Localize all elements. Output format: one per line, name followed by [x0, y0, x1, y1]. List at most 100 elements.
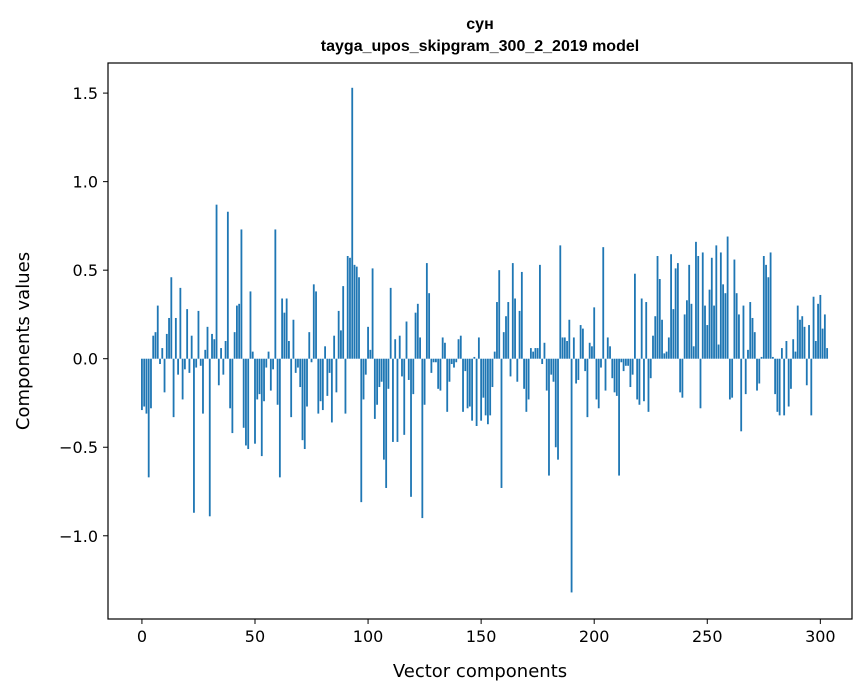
bar	[753, 332, 756, 359]
bar	[731, 358, 734, 398]
bar	[570, 358, 573, 593]
bar	[403, 358, 406, 435]
bar	[539, 264, 541, 359]
bar	[681, 358, 684, 398]
bar	[174, 317, 177, 359]
bar	[579, 325, 582, 359]
bar	[344, 358, 347, 414]
bar	[199, 358, 202, 366]
bar	[805, 358, 808, 386]
bar	[453, 358, 455, 368]
bar	[154, 332, 157, 359]
bar	[186, 309, 189, 359]
bar	[686, 300, 688, 359]
bar	[265, 358, 268, 368]
bar	[609, 346, 611, 359]
bar	[303, 358, 306, 450]
bar	[808, 325, 810, 359]
bar	[550, 358, 553, 375]
x-tick-label: 50	[245, 627, 265, 646]
bar	[380, 358, 383, 382]
bar	[211, 333, 213, 359]
bar	[150, 358, 152, 409]
bar	[629, 358, 632, 388]
bar	[349, 257, 351, 359]
bar	[233, 332, 236, 359]
bar	[412, 358, 415, 395]
bar	[643, 358, 645, 402]
bar	[405, 321, 408, 359]
bar	[744, 358, 747, 395]
bar	[774, 358, 777, 395]
x-tick-label: 200	[579, 627, 610, 646]
bar	[229, 358, 232, 409]
bar	[371, 268, 374, 359]
bar	[351, 87, 354, 359]
bar	[631, 358, 634, 375]
bar	[502, 332, 505, 359]
plot-frame	[107, 62, 853, 620]
bar	[389, 287, 392, 359]
bar	[392, 358, 394, 442]
bar	[398, 335, 401, 359]
bar	[437, 358, 440, 389]
bar	[448, 358, 451, 382]
bar	[326, 358, 329, 396]
bar	[597, 358, 600, 409]
bar	[814, 341, 817, 359]
bar	[272, 358, 274, 370]
bar	[554, 358, 557, 448]
bar	[306, 358, 308, 407]
bar	[557, 358, 559, 460]
bar	[676, 263, 679, 359]
bar	[247, 358, 250, 450]
bar	[385, 358, 388, 488]
bar	[493, 351, 496, 359]
bar	[263, 358, 265, 402]
bar	[353, 264, 356, 359]
bar	[663, 353, 666, 359]
bar	[593, 307, 596, 359]
bar	[726, 236, 729, 359]
bar	[708, 289, 711, 359]
bar	[143, 358, 146, 407]
bar	[627, 358, 630, 366]
bar	[679, 358, 682, 393]
chart-subtitle: tayga_upos_skipgram_300_2_2019 model	[321, 38, 639, 55]
bar	[145, 358, 148, 414]
bar	[817, 303, 819, 359]
bar	[575, 358, 578, 384]
bar	[141, 358, 143, 411]
bar	[586, 358, 589, 418]
bar	[606, 337, 609, 359]
bar	[534, 348, 537, 359]
bar	[656, 256, 659, 359]
bar	[780, 348, 783, 359]
bar	[516, 358, 519, 382]
bar	[308, 332, 311, 359]
bar	[475, 358, 478, 426]
bar	[181, 358, 184, 400]
bar	[602, 247, 605, 359]
bar	[414, 312, 417, 359]
bar	[373, 358, 376, 419]
bar	[220, 348, 222, 359]
bar	[496, 302, 498, 359]
bar	[518, 310, 521, 359]
bar	[197, 310, 200, 359]
bar	[204, 349, 207, 359]
bar	[654, 316, 657, 359]
bar	[202, 358, 204, 414]
bar	[362, 358, 365, 400]
x-tick-label: 250	[692, 627, 723, 646]
bar	[600, 358, 602, 368]
bar	[396, 358, 399, 442]
bar	[634, 273, 636, 359]
bar	[213, 339, 216, 359]
bar	[618, 358, 620, 476]
bar	[441, 337, 444, 359]
y-tick-label: 0.0	[73, 350, 98, 369]
x-axis-ticks: 0 50 100 150 200 250 300	[137, 619, 836, 646]
bar	[419, 337, 421, 359]
bar	[810, 358, 813, 416]
